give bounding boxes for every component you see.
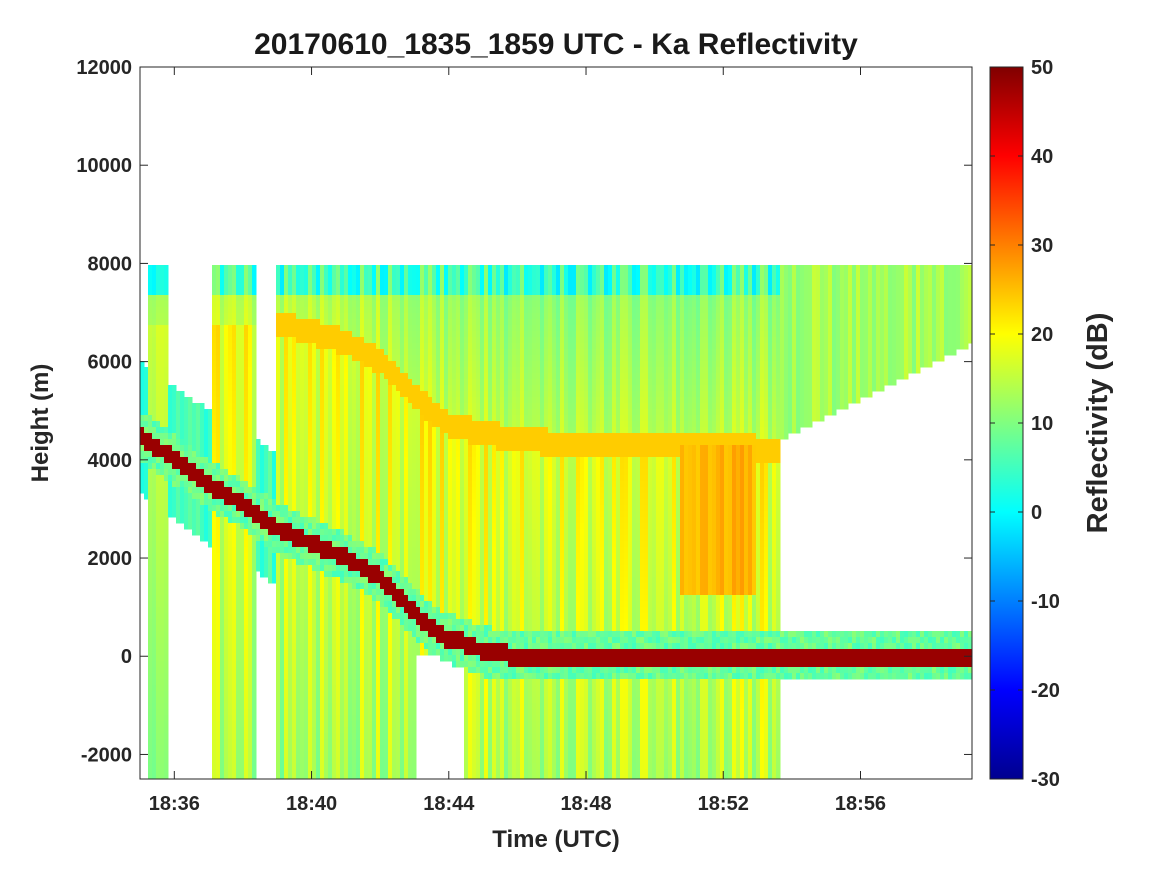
x-tick-label: 18:56 (835, 793, 886, 815)
colorbar-tick-label: 0 (1031, 502, 1042, 524)
reflectivity-field (140, 265, 972, 779)
colorbar-tick-label: 40 (1031, 146, 1053, 168)
y-axis-label: Height (m) (27, 364, 54, 483)
x-tick-label: 18:48 (560, 793, 611, 815)
y-tick-label: 2000 (88, 548, 133, 570)
colorbar-tick-label: 20 (1031, 324, 1053, 346)
y-tick-label: 6000 (88, 352, 133, 374)
y-tick-label: -2000 (81, 744, 132, 766)
y-tick-label: 12000 (76, 57, 132, 79)
y-axis-ticks: 12000 10000 8000 6000 4000 2000 0 -2000 (76, 57, 972, 766)
colorbar-tick-label: 50 (1031, 57, 1053, 79)
x-tick-label: 18:40 (286, 793, 337, 815)
colorbar-tick-label: 30 (1031, 235, 1053, 257)
y-tick-label: 10000 (76, 155, 132, 177)
x-axis-label: Time (UTC) (492, 826, 620, 853)
colorbar-ticks: 50 40 30 20 10 0 -10 -20 -30 (990, 57, 1060, 791)
colorbar-tick-label: -10 (1031, 591, 1060, 613)
colorbar (989, 66, 1024, 780)
x-tick-label: 18:44 (423, 793, 475, 815)
y-tick-label: 0 (121, 646, 132, 668)
x-tick-label: 18:36 (149, 793, 200, 815)
y-tick-label: 4000 (88, 450, 133, 472)
y-tick-label: 8000 (88, 253, 133, 275)
chart-title: 20170610_1835_1859 UTC - Ka Reflectivity (254, 28, 858, 61)
colorbar-tick-label: 10 (1031, 413, 1053, 435)
plot-frame (139, 66, 973, 780)
colorbar-tick-label: -20 (1031, 680, 1060, 702)
x-axis-ticks: 18:36 18:40 18:44 18:48 18:52 18:56 (149, 67, 886, 815)
colorbar-label: Reflectivity (dB) (1082, 313, 1114, 534)
colorbar-tick-label: -30 (1031, 769, 1060, 791)
x-tick-label: 18:52 (698, 793, 749, 815)
